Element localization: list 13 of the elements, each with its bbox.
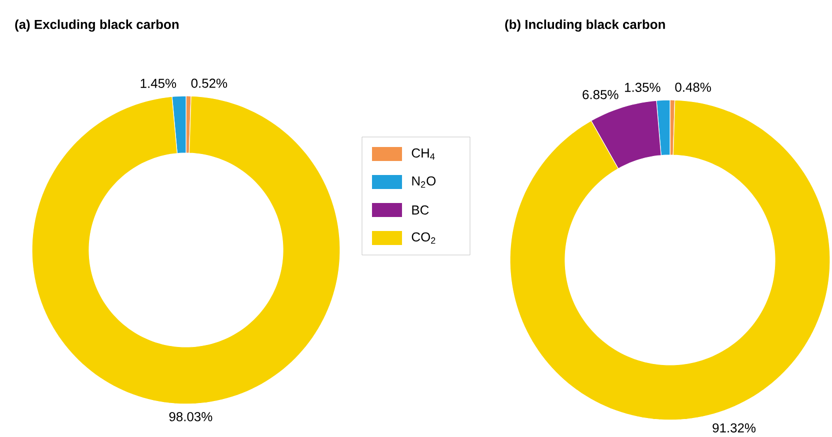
data-label: 98.03% [169, 412, 212, 422]
legend-label: BC [412, 205, 429, 215]
data-label: 0.48% [675, 82, 711, 92]
data-label: 6.85% [582, 90, 618, 100]
chart-title: (a) Excluding black carbon [15, 20, 179, 32]
chart-title: (b) Including black carbon [505, 20, 665, 32]
data-label: 1.45% [140, 78, 176, 88]
data-label: 0.52% [191, 78, 228, 88]
legend-label: CO$_{2}$ [412, 232, 436, 244]
legend-label: CH$_{4}$ [412, 148, 435, 160]
data-label: 91.32% [712, 423, 756, 432]
legend-label: N$_{2}$O [412, 176, 436, 188]
data-label: 1.35% [625, 82, 660, 92]
